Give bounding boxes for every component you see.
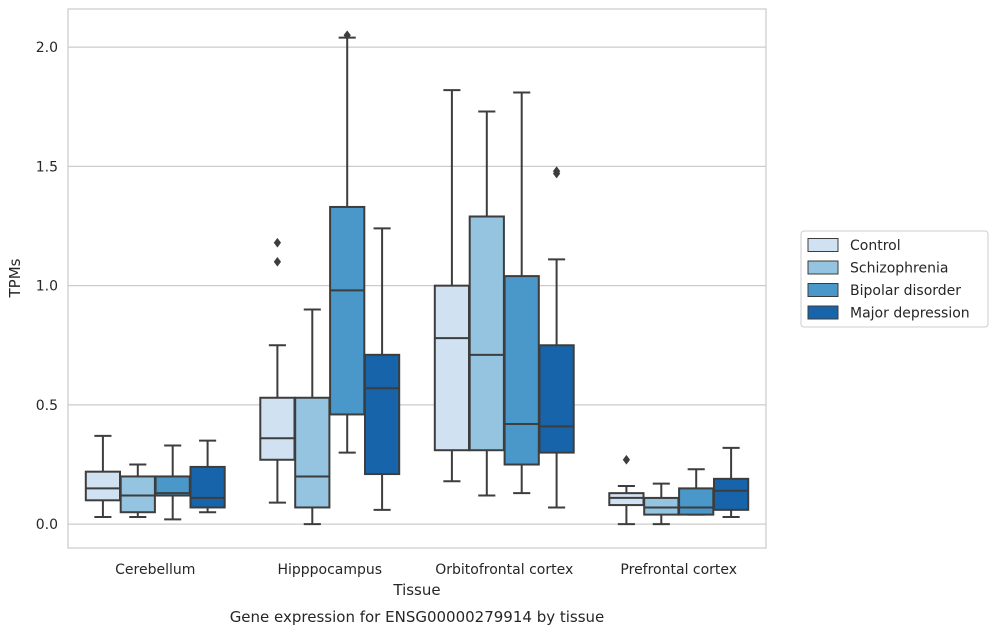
y-tick-label: 1.0 — [36, 279, 58, 295]
box-group — [329, 30, 366, 454]
box-iqr — [329, 205, 366, 416]
x-tick-label: Cerebellum — [115, 562, 195, 578]
x-tick-label: Prefrontal cortex — [620, 562, 737, 578]
outlier-point — [273, 256, 282, 267]
outlier-point — [343, 30, 351, 41]
box-group — [538, 166, 575, 509]
box-iqr — [294, 396, 331, 509]
box-group — [259, 237, 296, 504]
box-iqr — [363, 353, 401, 476]
y-tick-labels: 0.0 0.5 1.0 1.5 2.0 — [36, 40, 58, 533]
y-grid-lines — [68, 46, 766, 525]
x-tick-labels: Cerebellum Hipppocampus Orbitofrontal cort… — [115, 562, 737, 578]
box-iqr — [608, 492, 645, 507]
legend-swatch — [807, 260, 839, 275]
y-tick-label: 0.5 — [36, 398, 58, 414]
legend-items: Control Schizophrenia Bipolar disorder Majo… — [807, 238, 970, 322]
y-tick-label: 1.5 — [36, 159, 58, 175]
x-tick-label: Hipppocampus — [277, 562, 382, 578]
x-tick-label: Orbitofrontal cortex — [435, 562, 573, 578]
box-group — [608, 454, 645, 526]
box-group — [189, 439, 226, 514]
legend-label: Major depression — [850, 306, 970, 322]
legend-swatch — [807, 238, 839, 252]
legend-swatch — [807, 283, 839, 297]
box-iqr — [538, 344, 575, 454]
box-group — [712, 446, 750, 518]
plot-area-frame — [67, 8, 767, 549]
legend-frame — [800, 230, 989, 328]
box-group — [363, 227, 401, 511]
box-group — [468, 110, 505, 497]
box-iqr — [643, 496, 680, 516]
legend-label: Bipolar disorder — [850, 283, 961, 299]
y-tick-label: 0.0 — [36, 517, 58, 533]
box-iqr — [678, 487, 715, 516]
box-iqr — [503, 275, 540, 466]
box-group — [119, 463, 156, 518]
box-iqr — [433, 284, 471, 452]
box-iqr — [84, 470, 122, 502]
box-group — [84, 434, 122, 518]
y-axis-label: TPMs — [6, 258, 24, 298]
x-axis-label: Tissue — [392, 581, 440, 599]
box-iqr — [119, 475, 156, 514]
y-tick-label: 2.0 — [36, 40, 58, 56]
box-iqr — [189, 465, 226, 509]
outlier-point — [622, 454, 631, 465]
box-group — [678, 468, 715, 516]
outlier-point — [552, 166, 561, 177]
legend-label: Schizophrenia — [850, 261, 948, 277]
legend: Control Schizophrenia Bipolar disorder Majo… — [800, 230, 989, 328]
box-iqr — [468, 215, 505, 452]
chart-caption: Gene expression for ENSG00000279914 by t… — [230, 608, 605, 626]
box-group — [154, 444, 191, 521]
box-iqr — [259, 396, 296, 461]
box-series-layer — [84, 30, 750, 526]
box-group — [294, 308, 331, 526]
box-iqr — [712, 477, 750, 511]
legend-label: Control — [850, 238, 901, 254]
legend-swatch — [807, 305, 839, 320]
outlier-point — [273, 237, 282, 248]
